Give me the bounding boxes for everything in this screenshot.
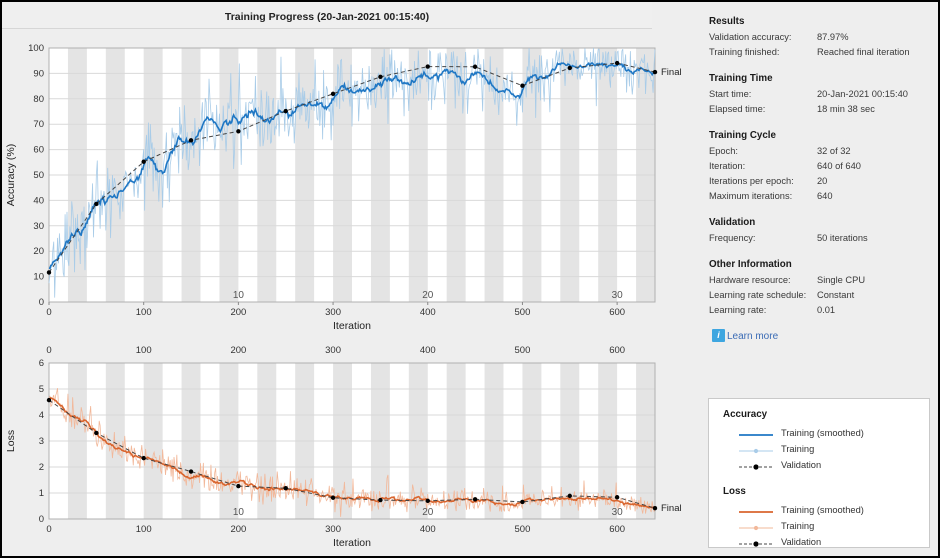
svg-text:400: 400 — [420, 307, 436, 318]
svg-text:6: 6 — [39, 358, 44, 369]
svg-text:80: 80 — [33, 94, 44, 105]
svg-text:Iteration: Iteration — [333, 320, 371, 330]
svg-text:400: 400 — [420, 345, 436, 356]
svg-text:600: 600 — [609, 345, 625, 356]
svg-text:0: 0 — [46, 345, 51, 356]
svg-text:0: 0 — [39, 514, 44, 525]
svg-text:100: 100 — [136, 307, 152, 318]
svg-text:300: 300 — [325, 524, 341, 535]
svg-text:20: 20 — [33, 246, 44, 257]
svg-text:200: 200 — [230, 307, 246, 318]
svg-text:0: 0 — [46, 524, 51, 535]
svg-text:200: 200 — [230, 524, 246, 535]
svg-text:Accuracy (%): Accuracy (%) — [5, 144, 17, 206]
svg-text:10: 10 — [233, 507, 245, 518]
svg-text:3: 3 — [39, 436, 44, 447]
svg-text:90: 90 — [33, 68, 44, 79]
svg-text:300: 300 — [325, 345, 341, 356]
svg-text:50: 50 — [33, 170, 44, 181]
svg-text:600: 600 — [609, 524, 625, 535]
svg-text:20: 20 — [422, 507, 434, 518]
svg-text:5: 5 — [39, 384, 44, 395]
svg-text:100: 100 — [136, 524, 152, 535]
svg-text:30: 30 — [612, 290, 624, 301]
svg-text:300: 300 — [325, 307, 341, 318]
svg-text:4: 4 — [39, 410, 44, 421]
svg-text:2: 2 — [39, 462, 44, 473]
svg-text:30: 30 — [33, 221, 44, 232]
svg-text:30: 30 — [612, 507, 624, 518]
svg-text:70: 70 — [33, 119, 44, 130]
svg-text:0: 0 — [39, 297, 44, 308]
svg-text:20: 20 — [422, 290, 434, 301]
svg-text:10: 10 — [33, 272, 44, 283]
svg-text:Iteration: Iteration — [333, 537, 371, 549]
svg-text:Loss: Loss — [5, 430, 17, 452]
svg-text:40: 40 — [33, 195, 44, 206]
svg-text:0: 0 — [46, 307, 51, 318]
svg-text:1: 1 — [39, 488, 44, 499]
svg-text:100: 100 — [136, 345, 152, 356]
svg-text:500: 500 — [515, 307, 531, 318]
svg-text:60: 60 — [33, 145, 44, 156]
svg-text:200: 200 — [230, 345, 246, 356]
svg-text:100: 100 — [28, 43, 44, 54]
svg-text:600: 600 — [609, 307, 625, 318]
svg-text:500: 500 — [515, 345, 531, 356]
svg-text:400: 400 — [420, 524, 436, 535]
svg-text:500: 500 — [515, 524, 531, 535]
svg-text:10: 10 — [233, 290, 245, 301]
